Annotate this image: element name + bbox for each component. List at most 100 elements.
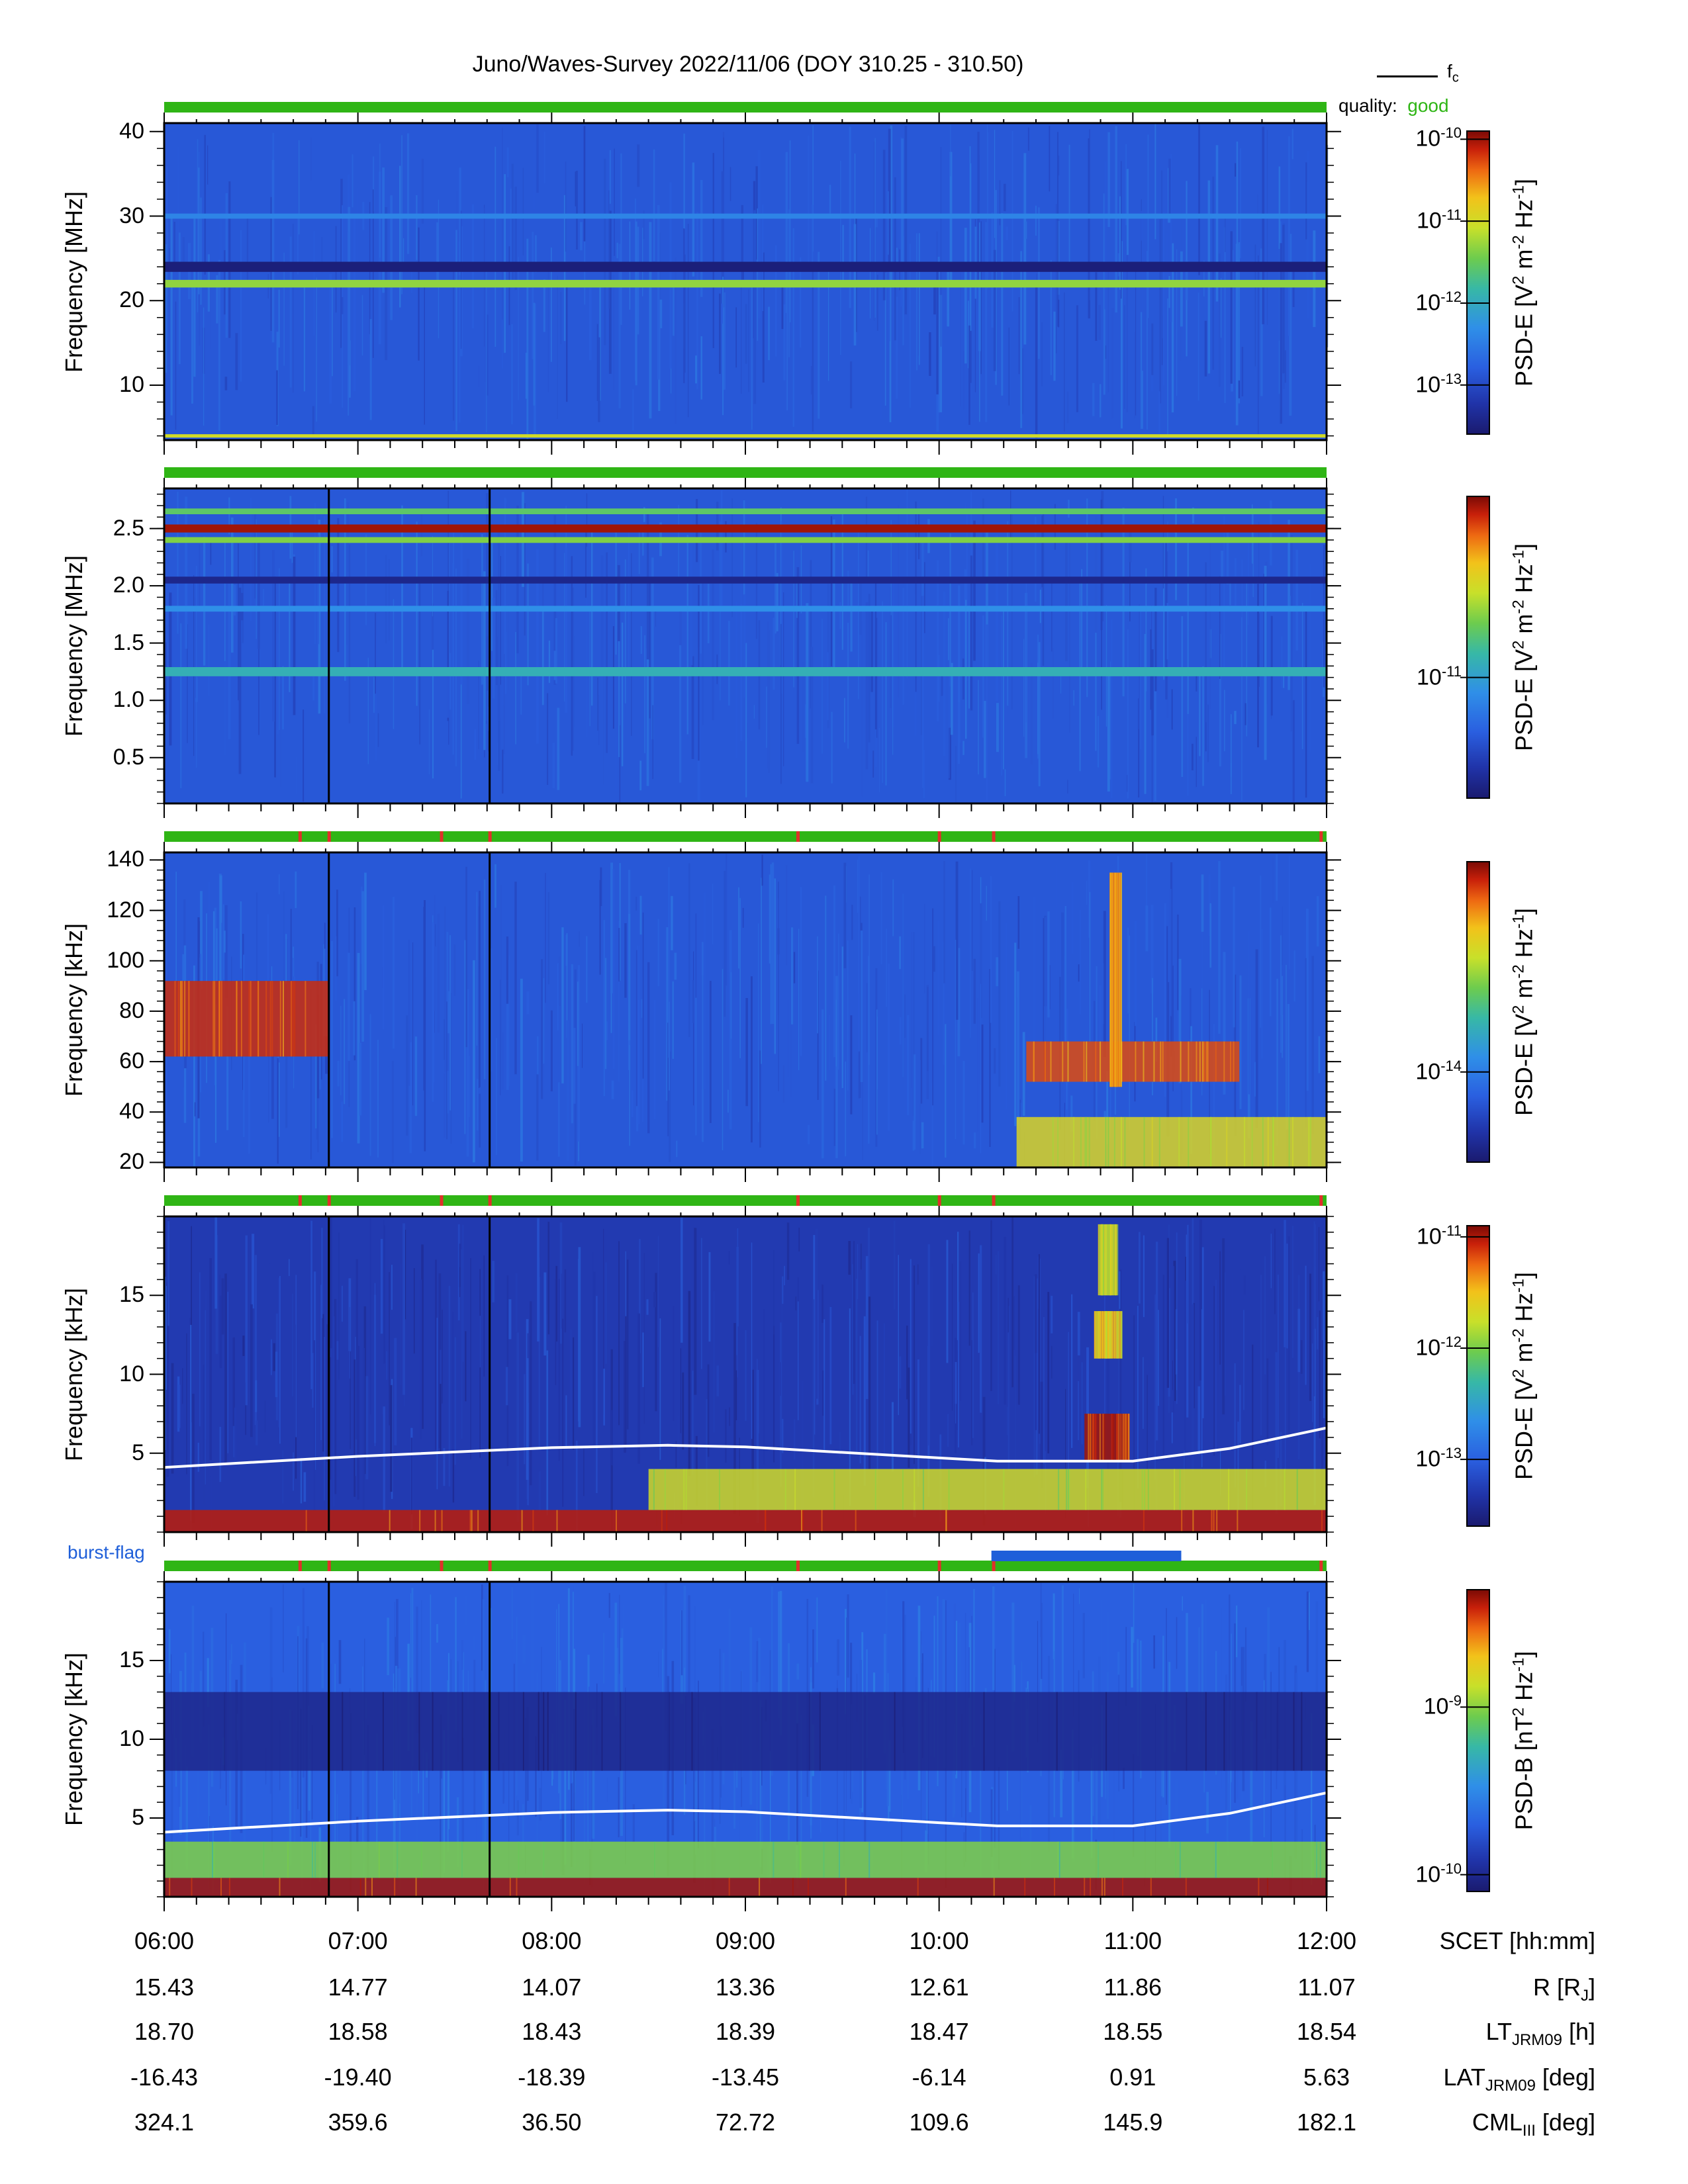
texture-stroke	[646, 648, 649, 786]
emission-patch-stroke	[236, 981, 238, 1057]
texture-stroke	[276, 146, 279, 167]
texture-stroke	[520, 674, 522, 715]
texture-stroke	[933, 1615, 935, 1758]
texture-stroke	[1159, 219, 1162, 404]
texture-stroke	[1305, 958, 1307, 1128]
texture-stroke	[1286, 1244, 1288, 1349]
texture-stroke	[1313, 1221, 1315, 1396]
texture-stroke	[190, 1324, 192, 1521]
texture-stroke	[1266, 1358, 1269, 1445]
texture-stroke	[203, 1347, 205, 1505]
texture-stroke	[448, 543, 449, 668]
texture-stroke	[859, 1336, 861, 1464]
texture-stroke	[707, 1364, 710, 1457]
panel-3	[150, 831, 1490, 1182]
texture-stroke	[476, 1704, 479, 1885]
texture-stroke	[1151, 649, 1154, 736]
emission-patch-stroke	[1120, 1414, 1122, 1461]
texture-stroke	[1293, 950, 1295, 1002]
texture-stroke	[203, 537, 206, 666]
texture-stroke	[1135, 921, 1137, 1026]
emission-patch-stroke	[1180, 1041, 1182, 1082]
texture-stroke	[927, 1688, 929, 1865]
texture-stroke	[1192, 743, 1194, 770]
texture-stroke	[1288, 1236, 1290, 1435]
texture-stroke	[990, 651, 992, 667]
emission-patch-stroke	[1113, 1116, 1115, 1167]
texture-stroke	[289, 578, 291, 692]
texture-stroke	[254, 514, 256, 599]
texture-stroke	[969, 330, 972, 383]
texture-stroke	[1007, 521, 1009, 706]
emission-patch-stroke	[845, 1878, 847, 1897]
texture-stroke	[838, 1696, 840, 1857]
texture-stroke	[1201, 1306, 1202, 1509]
texture-stroke	[1260, 875, 1262, 1028]
texture-stroke	[567, 1588, 570, 1790]
texture-stroke	[714, 1827, 717, 1848]
texture-stroke	[1133, 1315, 1135, 1512]
emission-patch-stroke	[265, 981, 267, 1057]
texture-stroke	[514, 187, 517, 291]
texture-stroke	[421, 158, 424, 224]
texture-stroke	[1306, 1591, 1309, 1672]
texture-stroke	[1139, 604, 1140, 729]
texture-stroke	[833, 1089, 836, 1146]
texture-stroke	[1035, 205, 1037, 236]
texture-stroke	[708, 1251, 711, 1342]
texture-stroke	[904, 994, 906, 1038]
texture-stroke	[1033, 1276, 1035, 1478]
texture-stroke	[791, 927, 794, 1024]
texture-stroke	[1088, 860, 1091, 938]
texture-stroke	[710, 981, 712, 1123]
emission-patch-stroke	[1203, 1041, 1205, 1082]
texture-stroke	[759, 1433, 761, 1485]
texture-stroke	[963, 351, 964, 410]
texture-stroke	[727, 1089, 729, 1113]
emission-band	[164, 606, 1327, 612]
texture-stroke	[458, 241, 461, 423]
texture-stroke	[271, 1056, 274, 1119]
texture-stroke	[585, 527, 586, 598]
texture-stroke	[625, 1687, 626, 1865]
texture-stroke	[1239, 1269, 1241, 1289]
y-tick-label: 2.5	[113, 515, 144, 541]
texture-stroke	[596, 324, 598, 401]
y-tick-label: 15	[119, 1282, 144, 1308]
texture-stroke	[622, 622, 624, 766]
texture-stroke	[773, 1250, 774, 1335]
texture-stroke	[1072, 1729, 1074, 1858]
texture-stroke	[780, 623, 782, 784]
ephemeris-value: 18.43	[522, 2018, 582, 2045]
emission-patch-stroke	[1113, 872, 1115, 1087]
texture-stroke	[586, 493, 588, 547]
texture-stroke	[742, 907, 744, 928]
texture-stroke	[672, 981, 674, 1059]
texture-stroke	[1133, 1754, 1135, 1857]
texture-stroke	[508, 956, 510, 1086]
texture-stroke	[941, 676, 943, 696]
texture-stroke	[688, 1595, 690, 1694]
texture-stroke	[1043, 1317, 1045, 1464]
texture-stroke	[547, 1222, 550, 1335]
texture-stroke	[204, 134, 206, 275]
colorbar-tick-label: 10-11	[1417, 662, 1462, 690]
texture-stroke	[578, 1259, 580, 1422]
emission-patch-stroke	[1099, 1224, 1101, 1296]
texture-stroke	[1192, 1304, 1194, 1472]
texture-stroke	[282, 1584, 284, 1672]
texture-stroke	[625, 1316, 627, 1445]
texture-stroke	[683, 228, 685, 383]
texture-stroke	[367, 657, 369, 764]
texture-stroke	[432, 922, 435, 1102]
texture-stroke	[793, 1419, 796, 1460]
texture-stroke	[939, 295, 942, 412]
texture-stroke	[1165, 232, 1168, 435]
texture-stroke	[729, 930, 732, 1130]
texture-stroke	[646, 512, 649, 660]
texture-stroke	[240, 230, 242, 382]
texture-stroke	[612, 869, 615, 1069]
texture-stroke	[992, 1586, 995, 1690]
texture-stroke	[1240, 148, 1241, 259]
texture-stroke	[829, 185, 831, 214]
